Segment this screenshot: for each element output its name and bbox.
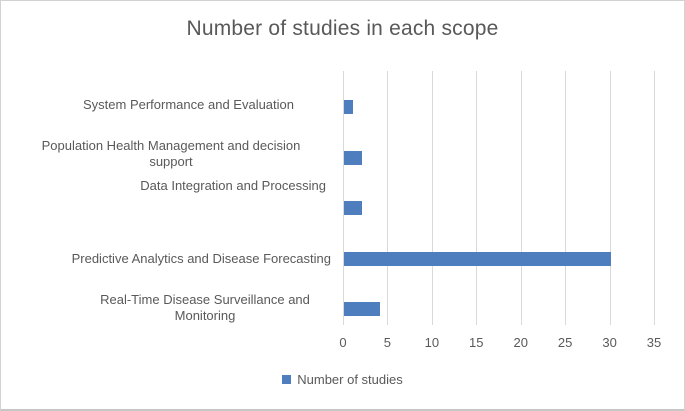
legend: Number of studies — [1, 371, 684, 389]
gridline — [654, 71, 655, 325]
legend-swatch-icon — [282, 375, 292, 384]
gridline — [609, 71, 611, 325]
x-axis-tick-label: 35 — [646, 335, 662, 350]
bar — [344, 100, 353, 114]
legend-label: Number of studies — [297, 372, 403, 387]
x-axis-tick-label: 25 — [557, 335, 573, 350]
category-label: Real-Time Disease Surveillance and Monit… — [100, 292, 310, 323]
x-axis-tick-label: 5 — [383, 335, 392, 350]
gridline — [343, 71, 344, 325]
category-label: Predictive Analytics and Disease Forecas… — [71, 251, 331, 266]
x-axis-tick-label: 30 — [602, 335, 617, 350]
bar — [344, 302, 380, 316]
bar — [344, 252, 611, 266]
gridline — [431, 71, 433, 325]
legend-entry: Number of studies — [282, 372, 403, 387]
x-axis-tick-label: 15 — [469, 335, 484, 350]
gridline — [476, 71, 478, 325]
gridline — [565, 71, 567, 325]
bar — [344, 151, 362, 165]
gridline — [520, 71, 522, 325]
bar — [344, 201, 362, 215]
x-axis-tick-label: 10 — [424, 335, 440, 350]
category-label: Population Health Management and decisio… — [41, 138, 301, 169]
x-axis-tick-label: 20 — [513, 335, 528, 350]
category-label: Data Integration and Processing — [140, 178, 326, 193]
category-label: System Performance and Evaluation — [83, 97, 294, 112]
x-axis-tick-label: 0 — [339, 335, 347, 350]
chart-title: Number of studies in each scope — [186, 17, 499, 40]
gridline — [387, 71, 389, 325]
